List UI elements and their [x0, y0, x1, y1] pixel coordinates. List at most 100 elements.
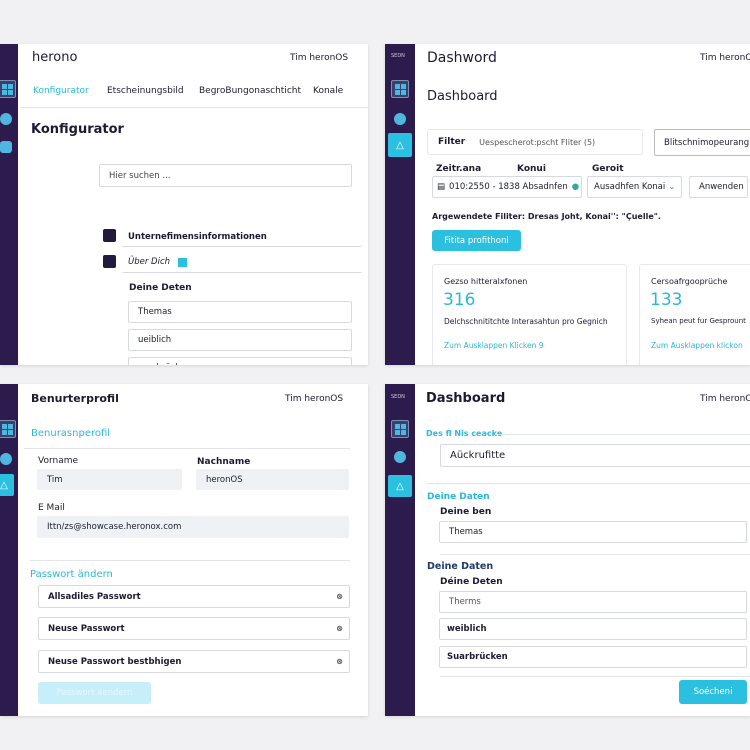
- grid-icon[interactable]: [0, 420, 16, 438]
- eye-icon[interactable]: ⊗: [336, 592, 343, 601]
- calendar-icon: ▤: [437, 182, 446, 192]
- expand-icon[interactable]: [103, 229, 116, 242]
- section-title: Des fl Nis ceacke: [426, 429, 503, 438]
- card-value: 133: [650, 290, 683, 310]
- email-label: E Mail: [38, 503, 65, 513]
- email-input[interactable]: Ittn/zs@showcase.heronox.com: [37, 516, 349, 538]
- globe-icon[interactable]: [0, 450, 15, 468]
- section-title: Deine Daten: [427, 561, 494, 572]
- expand-icon[interactable]: [103, 255, 116, 268]
- triangle-icon[interactable]: △: [0, 474, 14, 496]
- grid-icon[interactable]: [0, 80, 16, 98]
- stat-card: Gezso hitteralxfonen 316 Delchschnititch…: [432, 264, 627, 365]
- callback-input[interactable]: Aückrufitte: [440, 444, 750, 467]
- tab-begruessung[interactable]: BegroBungonaschticht: [199, 86, 302, 96]
- label-period: Zeitr.ana: [436, 164, 482, 174]
- tab-konfigurator[interactable]: Konfigurator: [33, 86, 89, 96]
- select-value: Ausadhfen Konai: [594, 182, 666, 192]
- first-name-input[interactable]: Tim: [37, 469, 182, 490]
- dashboard-filter-panel: SEDN △ Dashword Tim heronO Dashboard Fil…: [385, 44, 750, 365]
- dashboard-form-panel: SEDN △ Dashboard Tim heronO Des fl Nis c…: [385, 384, 750, 716]
- section-company-info[interactable]: Unternefimensinformationen: [122, 227, 362, 247]
- globe-icon[interactable]: [391, 110, 409, 128]
- saved-filters[interactable]: Uespescherot:pscht Fliter (5): [479, 137, 596, 147]
- section-label: Über Dich: [128, 257, 171, 267]
- group-label: Deine Deten: [129, 283, 192, 293]
- card-desc: Delchschnititchte Interasahtun pro Gegni…: [444, 317, 608, 326]
- date-range-input[interactable]: ▤ 010:2550 - 1838 Absadnfen ●: [432, 176, 582, 198]
- sidebar: SEDN △: [385, 44, 415, 365]
- search-input[interactable]: Hier suchen ...: [99, 164, 352, 187]
- current-password-input[interactable]: Allsadiles Passwort ⊗: [38, 585, 350, 608]
- confirm-password-input[interactable]: Neuse Passwort bestbhigen ⊗: [38, 650, 350, 673]
- user-name[interactable]: Tim heronOS: [290, 53, 349, 63]
- status-dot-icon: ●: [571, 182, 580, 192]
- globe-icon[interactable]: [0, 110, 15, 128]
- field-label: Allsadiles Passwort: [48, 591, 141, 602]
- name-field[interactable]: Therms: [439, 591, 747, 613]
- card-value: 316: [443, 290, 476, 310]
- new-password-input[interactable]: Neuse Passwort ⊗: [38, 617, 350, 640]
- field-label: Neuse Passwort: [48, 623, 125, 634]
- field-label: Deine ben: [440, 507, 492, 517]
- date-value: 010:2550 - 1838 Absadnfen: [449, 182, 568, 192]
- card-title: Gezso hitteralxfonen: [444, 277, 528, 286]
- applied-filters: Argewendete Filiter: Dresas Joht, Konai'…: [432, 212, 661, 221]
- user-name[interactable]: Tim heronO: [700, 394, 750, 404]
- expand-link[interactable]: Zum Ausklappen klickon: [651, 341, 743, 350]
- apply-button[interactable]: Anwenden: [689, 176, 748, 198]
- change-password-button[interactable]: Passwort aendern: [38, 682, 151, 704]
- section-title: Benurasnperofil: [31, 428, 111, 439]
- tab-erscheinungsbild[interactable]: Etscheinungsbild: [107, 86, 184, 96]
- quick-select[interactable]: Blitschnimopeurang: [654, 129, 750, 156]
- city-field[interactable]: Suarbrücken: [439, 646, 747, 668]
- sidebar-logo: SEDN: [391, 53, 405, 59]
- triangle-icon[interactable]: △: [388, 133, 412, 157]
- field-label: Neuse Passwort bestbhigen: [48, 656, 182, 667]
- name-input[interactable]: Themas: [439, 521, 747, 543]
- page-title: Dashboard: [426, 391, 506, 406]
- gender-field[interactable]: ueiblich: [128, 329, 352, 351]
- filter-label: Filter: [438, 137, 466, 147]
- stat-card: Cersoafrgooprüche 133 Syhean peut fur Ge…: [639, 264, 750, 365]
- sidebar: △: [0, 384, 18, 716]
- triangle-icon[interactable]: △: [388, 475, 412, 497]
- filter-bar[interactable]: Filter Uespescherot:pscht Fliter (5): [427, 129, 643, 155]
- page-title: Konfigurator: [31, 122, 124, 137]
- sidebar: SEDN △: [385, 384, 415, 716]
- tab-kanale[interactable]: Konale: [313, 86, 344, 96]
- card-desc: Syhean peut fur Gesprount: [651, 317, 746, 325]
- grid-icon[interactable]: [391, 420, 409, 438]
- password-section-title: Passwort ändern: [30, 569, 113, 580]
- gender-field[interactable]: weiblich: [439, 618, 747, 640]
- configurator-panel: herono Tim heronOS Konfigurator Etschein…: [0, 44, 368, 365]
- field-label: Déine Deten: [440, 577, 503, 587]
- user-name[interactable]: Tim heronOS: [285, 394, 344, 404]
- name-field[interactable]: Themas: [128, 301, 352, 323]
- section-about-you[interactable]: Über Dich: [122, 252, 362, 273]
- expand-link[interactable]: Zum Ausklappen Klicken 9: [444, 341, 544, 350]
- page-title: Benurterprofil: [31, 392, 119, 405]
- eye-icon[interactable]: ⊗: [336, 657, 343, 666]
- user-name[interactable]: Tim heronO: [700, 53, 750, 63]
- last-name-input[interactable]: heronOS: [196, 469, 349, 490]
- label-device: Geroit: [592, 164, 624, 174]
- last-name-label: Nachname: [197, 457, 251, 467]
- chat-icon[interactable]: [0, 138, 15, 156]
- logo: herono: [32, 50, 78, 65]
- eye-icon[interactable]: ⊗: [336, 624, 343, 633]
- sidebar-logo: SEDN: [391, 394, 405, 400]
- chevron-down-icon: ⌄: [668, 182, 676, 192]
- channel-select[interactable]: Ausadhfen Konai ⌄: [587, 176, 682, 198]
- cta-button[interactable]: Fitita profithonl: [432, 230, 521, 251]
- save-button[interactable]: Soécheni: [679, 680, 747, 704]
- grid-icon[interactable]: [391, 80, 409, 98]
- app-title: Dashword: [427, 50, 497, 66]
- sidebar: [0, 44, 18, 365]
- card-title: Cersoafrgooprüche: [651, 277, 728, 286]
- page-title: Dashboard: [427, 89, 498, 104]
- section-title: Deine Daten: [427, 492, 490, 502]
- city-field[interactable]: suarbrücken: [128, 357, 352, 365]
- first-name-label: Vorname: [38, 456, 79, 466]
- globe-icon[interactable]: [391, 448, 409, 466]
